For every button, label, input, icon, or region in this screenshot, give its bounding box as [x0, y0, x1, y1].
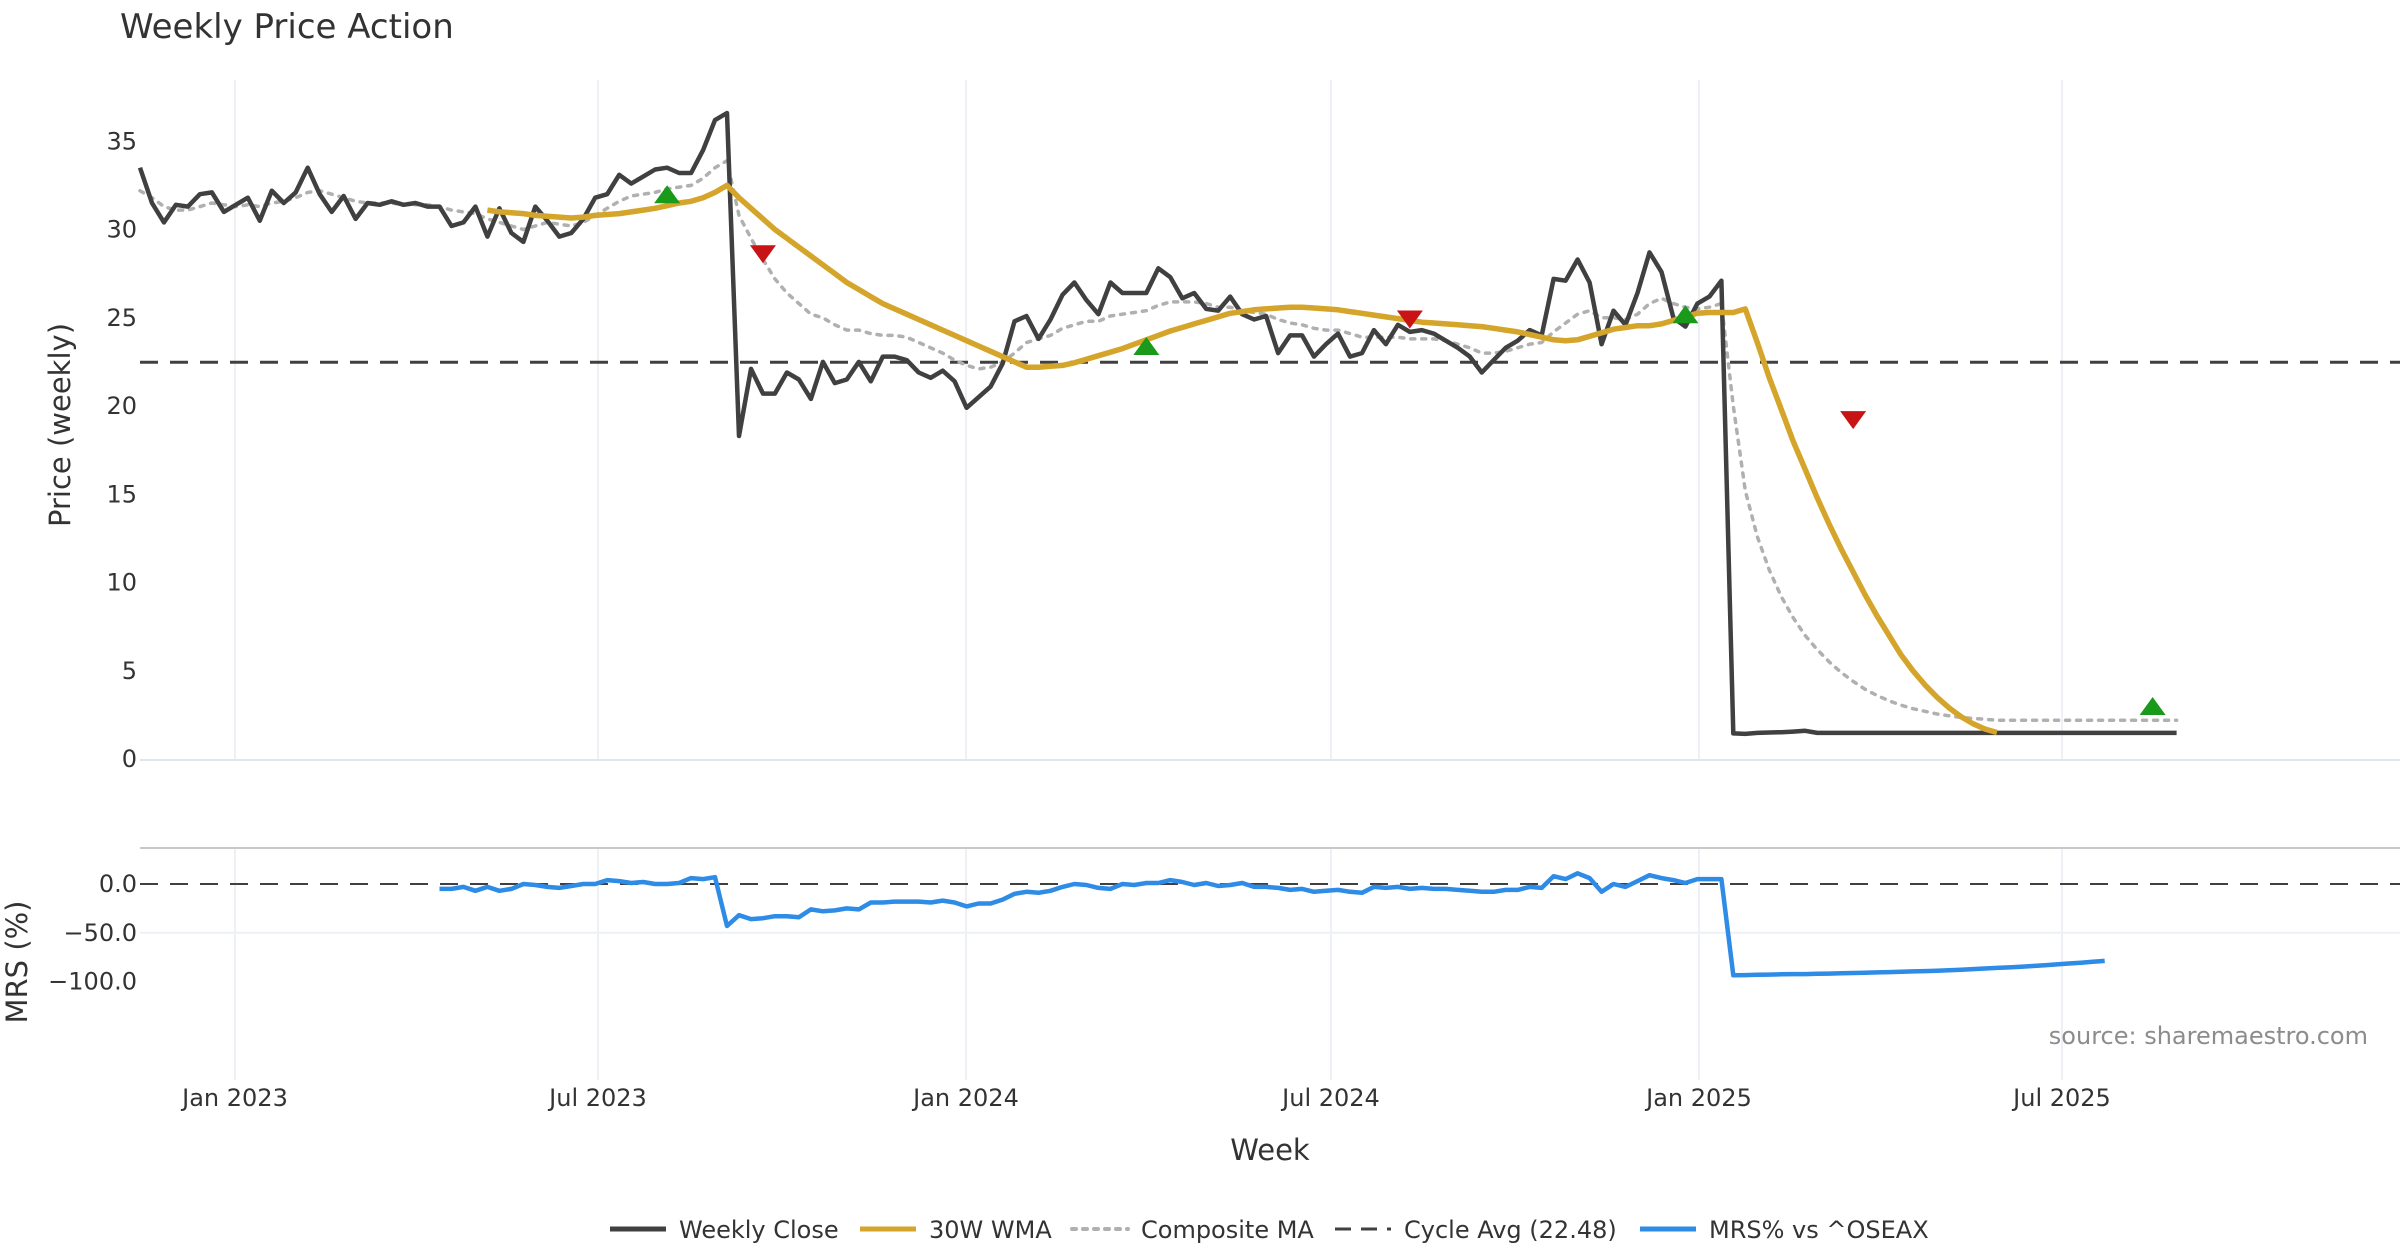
signal-markers	[654, 185, 2166, 716]
legend-label: Weekly Close	[679, 1216, 839, 1244]
price-y-axis-label: Price (weekly)	[43, 323, 77, 527]
signal-buy-marker-6	[2139, 697, 2166, 716]
source-label: source: sharemaestro.com	[2049, 1022, 2368, 1050]
signal-buy-marker-2	[1133, 336, 1160, 355]
mrs-line	[439, 871, 2105, 978]
mrs-grid	[140, 848, 2400, 1080]
signal-buy-marker-4	[1672, 305, 1699, 324]
x-tick: Jul 2024	[1280, 1084, 1380, 1112]
mrs-y-tick: 0.0	[99, 870, 137, 898]
mrs-y-tick: −100.0	[48, 968, 137, 996]
x-tick: Jan 2025	[1644, 1084, 1752, 1112]
price-y-tick: 15	[106, 480, 137, 508]
x-ticks: Jan 2023 Jul 2023 Jan 2024 Jul 2024 Jan 2025…	[180, 1084, 2111, 1112]
x-tick: Jul 2025	[2011, 1084, 2111, 1112]
composite-ma-line	[138, 157, 2179, 722]
signal-sell-marker-5	[1840, 411, 1867, 430]
legend-label: Composite MA	[1141, 1216, 1314, 1244]
mrs-y-ticks: 0.0 −50.0 −100.0	[48, 870, 137, 996]
x-tick: Jul 2023	[547, 1084, 647, 1112]
signal-buy-marker-0	[654, 185, 681, 204]
signal-sell-marker-1	[749, 245, 776, 264]
price-y-tick: 0	[122, 745, 137, 773]
x-axis-label: Week	[1230, 1133, 1310, 1167]
legend-label: Cycle Avg (22.48)	[1404, 1216, 1617, 1244]
chart-title: Weekly Price Action	[120, 7, 454, 47]
price-y-tick: 25	[106, 304, 137, 332]
signal-sell-marker-3	[1396, 310, 1423, 329]
x-tick: Jan 2024	[911, 1084, 1019, 1112]
price-y-ticks: 0 5 10 15 20 25 30 35	[106, 127, 137, 773]
price-y-tick: 10	[106, 569, 137, 597]
x-tick: Jan 2023	[180, 1084, 288, 1112]
legend-label: MRS% vs ^OSEAX	[1709, 1216, 1929, 1244]
legend-label: 30W WMA	[929, 1216, 1052, 1244]
price-grid	[234, 80, 2063, 760]
price-y-tick: 30	[106, 216, 137, 244]
weekly-close-line	[137, 110, 2177, 737]
mrs-y-axis-label: MRS (%)	[0, 901, 34, 1024]
wma-30w-line	[486, 182, 1998, 736]
mrs-y-tick: −50.0	[63, 919, 137, 947]
price-y-tick: 5	[122, 657, 137, 685]
legend: Weekly Close 30W WMA Composite MA Cycle Avg…	[610, 1216, 1929, 1244]
price-y-tick: 20	[106, 392, 137, 420]
price-y-tick: 35	[106, 127, 137, 155]
